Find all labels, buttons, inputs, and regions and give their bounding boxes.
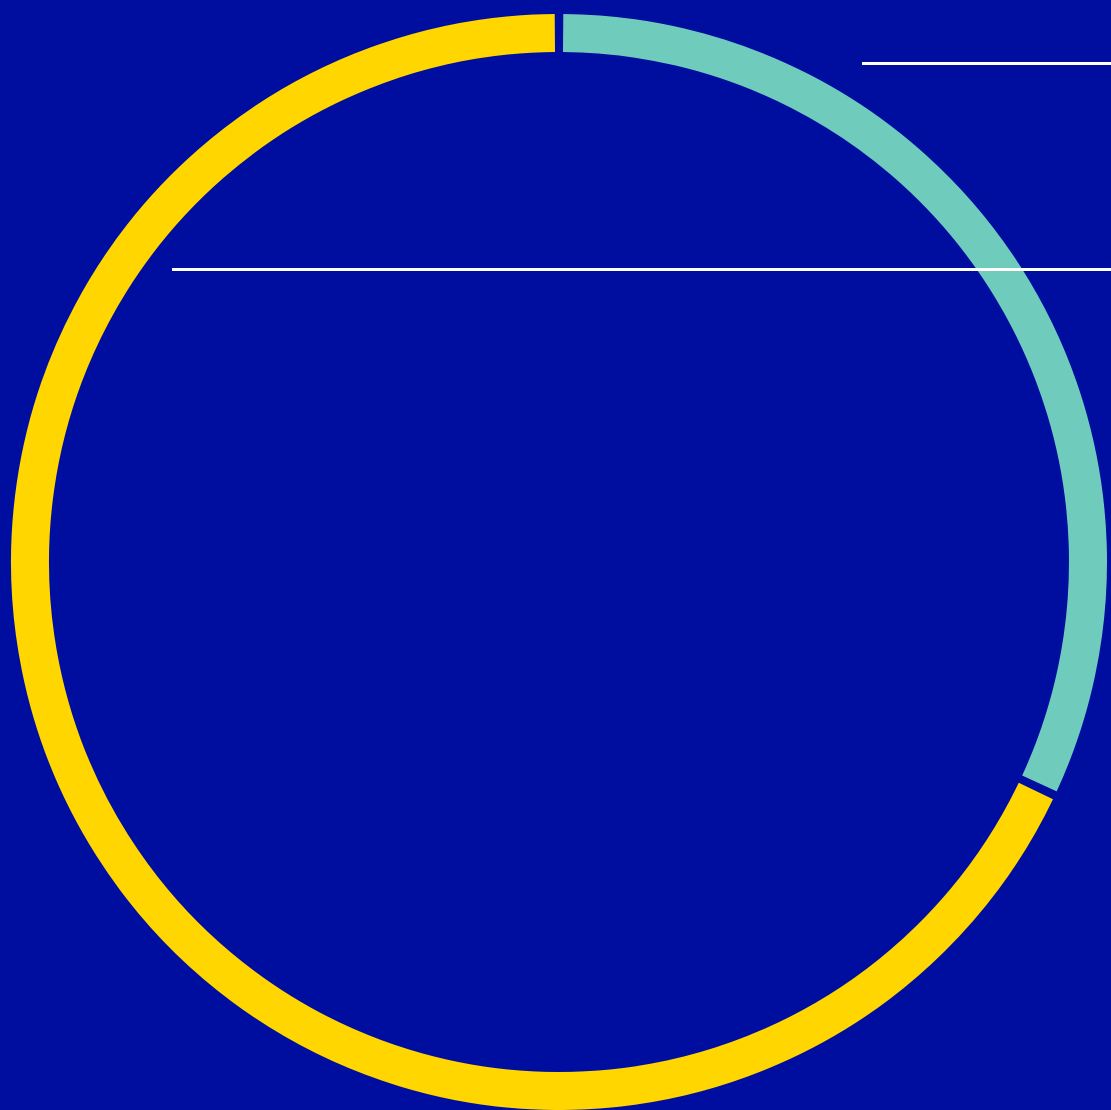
donut-slices (11, 14, 1107, 1110)
donut-slice-2 (11, 14, 1053, 1110)
leader-lines (172, 62, 1111, 271)
donut-slice-1 (562, 14, 1107, 792)
